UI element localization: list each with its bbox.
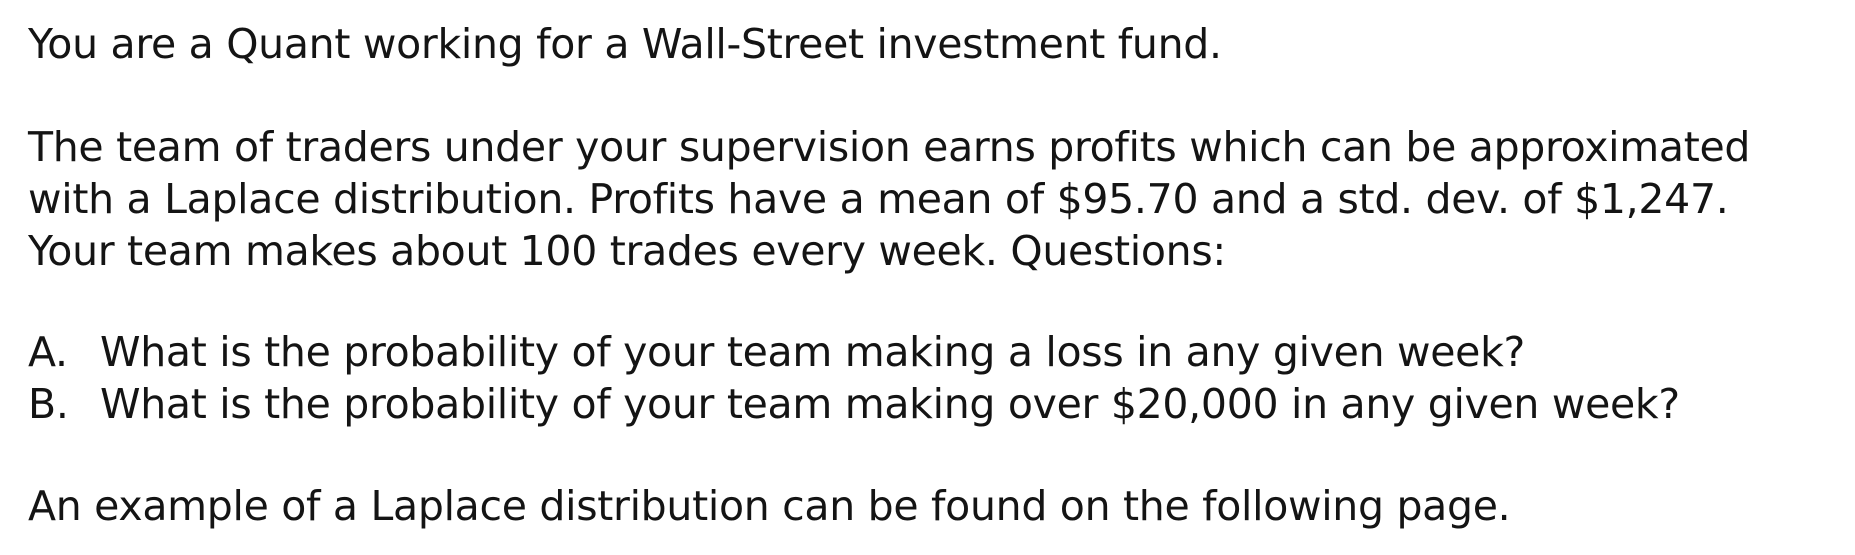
problem-description-paragraph: The team of traders under your supervisi… bbox=[28, 121, 1750, 277]
question-marker: B. bbox=[28, 380, 69, 428]
closing-paragraph: An example of a Laplace distribution can… bbox=[28, 482, 1511, 530]
question-text: What is the probability of your team mak… bbox=[100, 380, 1680, 428]
description-line: Your team makes about 100 trades every w… bbox=[28, 227, 1226, 275]
description-line: The team of traders under your supervisi… bbox=[28, 123, 1751, 171]
question-marker: A. bbox=[28, 328, 68, 376]
intro-paragraph: You are a Quant working for a Wall-Stree… bbox=[28, 20, 1222, 68]
description-line: with a Laplace distribution. Profits hav… bbox=[28, 175, 1729, 223]
question-list: A. What is the probability of your team m… bbox=[28, 326, 1680, 430]
question-item-b: B. What is the probability of your team m… bbox=[28, 378, 1680, 430]
question-item-a: A. What is the probability of your team m… bbox=[28, 326, 1680, 378]
question-text: What is the probability of your team mak… bbox=[100, 328, 1525, 376]
